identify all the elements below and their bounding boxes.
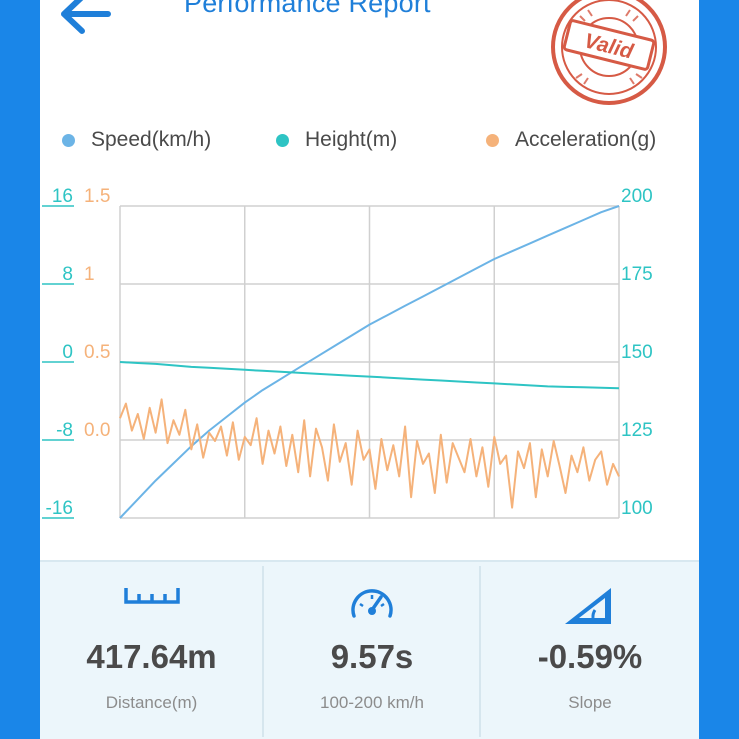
legend-item-height: Height(m) — [276, 128, 397, 152]
stat-slope: -0.59% Slope — [481, 562, 699, 739]
ruler-icon — [123, 588, 180, 604]
stat-label: Distance(m) — [105, 693, 198, 712]
chart-legend: Speed(km/h) Height(m) Acceleration(g) — [40, 128, 699, 158]
legend-item-acceleration: Acceleration(g) — [486, 128, 656, 152]
axis-tick-label-speed: 125 — [621, 420, 653, 441]
legend-dot — [276, 133, 289, 147]
axis-tick-label-acceleration: 0.0 — [84, 420, 110, 441]
axis-tick-label-height: 16 — [52, 186, 73, 207]
legend-dot — [486, 133, 499, 147]
stats-panel: 417.64m Distance(m) 9.57s 100-200 km/h -… — [40, 560, 699, 739]
valid-stamp-icon: Valid — [551, 0, 667, 105]
stat-divider — [479, 566, 481, 737]
legend-item-speed: Speed(km/h) — [62, 128, 211, 152]
report-panel: Performance Report Valid Speed(km/h) Hei… — [40, 0, 699, 739]
axis-tick-label-speed: 100 — [621, 498, 653, 519]
slope-icon — [565, 588, 611, 624]
stat-divider — [262, 566, 264, 737]
stat-value: 417.64m — [86, 638, 217, 675]
axis-tick-label-acceleration: 1 — [84, 264, 95, 285]
legend-label: Speed(km/h) — [91, 128, 212, 151]
back-arrow-icon[interactable] — [58, 0, 114, 34]
series-line-height — [119, 361, 620, 390]
axis-tick-label-height: -8 — [56, 420, 73, 441]
legend-label: Height(m) — [305, 128, 398, 151]
stat-label: 100-200 km/h — [320, 693, 424, 712]
axis-tick-label-speed: 175 — [621, 264, 653, 285]
stat-time: 9.57s 100-200 km/h — [264, 562, 480, 739]
stat-distance: 417.64m Distance(m) — [40, 562, 263, 739]
axis-tick-label-speed: 200 — [621, 186, 653, 207]
series-line-acceleration — [119, 398, 620, 509]
series-line-speed — [119, 205, 620, 519]
legend-label: Acceleration(g) — [515, 128, 657, 151]
axis-tick-label-acceleration: 1.5 — [84, 186, 110, 207]
performance-chart: 16 8 0 -8 -16 1.5 1 0.5 0.0 200 175 150 125 100 — [42, 186, 653, 519]
axis-tick-label-acceleration: 0.5 — [84, 342, 110, 363]
stat-label: Slope — [568, 693, 612, 712]
axis-tick-label-speed: 150 — [621, 342, 653, 363]
legend-dot — [62, 133, 75, 147]
axis-tick-label-height: 8 — [62, 264, 73, 285]
page-title: Performance Report — [184, 0, 431, 18]
stat-value: -0.59% — [537, 638, 643, 675]
speedometer-icon — [351, 589, 393, 618]
header: Performance Report — [40, 0, 699, 40]
axis-tick-label-height: -16 — [46, 498, 73, 519]
stat-value: 9.57s — [330, 638, 414, 675]
axis-tick-label-height: 0 — [62, 342, 73, 363]
